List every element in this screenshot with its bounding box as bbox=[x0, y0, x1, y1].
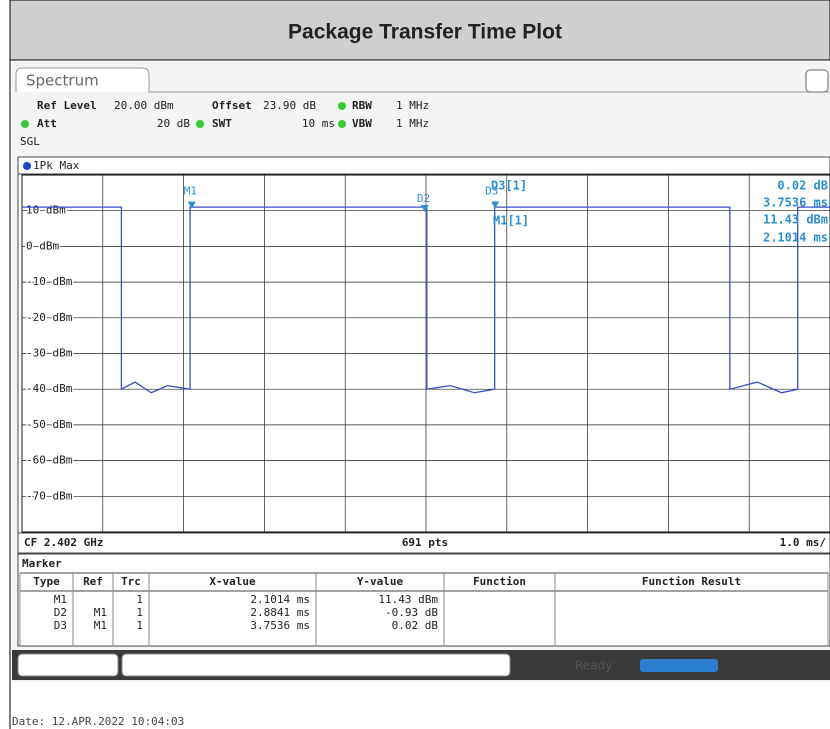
status-field bbox=[121, 653, 511, 677]
table-cell: 1 bbox=[136, 606, 143, 619]
marker bbox=[420, 204, 429, 212]
setting-value: 1 MHz bbox=[396, 99, 429, 112]
column-header: Function bbox=[473, 575, 526, 588]
table-bg bbox=[17, 553, 830, 647]
column-header: Trc bbox=[121, 575, 141, 588]
table-cell: 1 bbox=[136, 593, 143, 606]
indicator bbox=[338, 120, 346, 128]
tab[interactable] bbox=[15, 67, 830, 93]
column-header: Y-value bbox=[357, 575, 404, 588]
column-header: Ref bbox=[83, 575, 103, 588]
y-tick-label: 0 dBm bbox=[26, 239, 59, 252]
marker-table: Marker Type Ref Trc X-value Y-value Function Fu… bbox=[17, 553, 830, 647]
table-cell: 0.02 dB bbox=[392, 619, 439, 632]
progress-bar bbox=[640, 659, 718, 672]
marker bbox=[491, 201, 500, 209]
status-text: Ready bbox=[575, 659, 612, 673]
marker-readout: 11.43 dBm bbox=[763, 213, 828, 227]
setting-label: SWT bbox=[212, 117, 232, 130]
setting-value: 10 ms bbox=[302, 117, 335, 130]
setting-label: Offset bbox=[212, 99, 252, 112]
y-tick-label: -20 dBm bbox=[26, 311, 73, 324]
table-cell: -0.93 dB bbox=[385, 606, 438, 619]
page-title: Package Transfer Time Plot bbox=[288, 21, 562, 44]
sweep-mode: SGL bbox=[20, 135, 40, 148]
setting-value: 1 MHz bbox=[396, 117, 429, 130]
y-tick-label: -30 dBm bbox=[26, 347, 73, 360]
title-bar bbox=[9, 0, 830, 61]
marker-label: D3 bbox=[485, 185, 498, 198]
indicator bbox=[338, 102, 346, 110]
setting-label: RBW bbox=[352, 99, 372, 112]
setting-value: 20 dB bbox=[157, 117, 190, 130]
date: Date: 12.APR.2022 10:04:03 bbox=[12, 715, 184, 728]
y-tick-label: -60 dBm bbox=[26, 454, 73, 467]
table-cell: 3.7536 ms bbox=[250, 619, 310, 632]
setting-label: Ref Level bbox=[37, 99, 97, 112]
table-cell: M1 bbox=[94, 606, 107, 619]
marker-readout: 0.02 dB bbox=[777, 179, 828, 193]
table-cell: M1 bbox=[94, 619, 107, 632]
marker-label: M1 bbox=[184, 185, 197, 198]
marker-readout: 3.7536 ms bbox=[763, 196, 828, 210]
indicator bbox=[196, 120, 204, 128]
setting-label: Att bbox=[37, 117, 57, 130]
center-frequency: CF 2.402 GHz bbox=[24, 536, 103, 549]
marker bbox=[187, 201, 196, 209]
setting-value: 23.90 dB bbox=[263, 99, 316, 112]
table-cell: D3 bbox=[54, 619, 67, 632]
y-tick-label: -50 dBm bbox=[26, 418, 73, 431]
indicator bbox=[21, 120, 29, 128]
marker-readout: 2.1014 ms bbox=[763, 231, 828, 245]
column-header: Function Result bbox=[642, 575, 741, 588]
plot-frame bbox=[17, 156, 830, 554]
y-tick-label: -40 dBm bbox=[26, 382, 73, 395]
points: 691 pts bbox=[402, 536, 448, 549]
marker-readout: M1[1] bbox=[493, 214, 529, 228]
trace-indicator bbox=[23, 162, 31, 170]
table-cell: 11.43 dBm bbox=[378, 593, 438, 606]
menu-button[interactable] bbox=[805, 69, 829, 93]
table-title: Marker bbox=[22, 557, 62, 570]
trace-label: 1Pk Max bbox=[33, 159, 80, 172]
marker-readout: D3[1] bbox=[491, 179, 527, 193]
trace bbox=[22, 206, 830, 394]
setting-label: VBW bbox=[352, 117, 372, 130]
column-header: Type bbox=[33, 575, 60, 588]
table-cell: 2.1014 ms bbox=[250, 593, 310, 606]
y-tick-label: -10 dBm bbox=[26, 275, 73, 288]
tab-label[interactable]: Spectrum bbox=[26, 72, 99, 90]
table-cell: 2.8841 ms bbox=[250, 606, 310, 619]
span: 1.0 ms/ bbox=[780, 536, 827, 549]
setting-value: 20.00 dBm bbox=[114, 99, 174, 112]
status-field bbox=[17, 653, 119, 677]
y-tick-label: -70 dBm bbox=[26, 489, 73, 502]
marker-label: D2 bbox=[417, 192, 430, 205]
y-tick-label: 10 dBm bbox=[26, 204, 66, 217]
column-header: X-value bbox=[209, 575, 256, 588]
table-cell: D2 bbox=[54, 606, 67, 619]
table-cell: 1 bbox=[136, 619, 143, 632]
table-cell: M1 bbox=[54, 593, 67, 606]
